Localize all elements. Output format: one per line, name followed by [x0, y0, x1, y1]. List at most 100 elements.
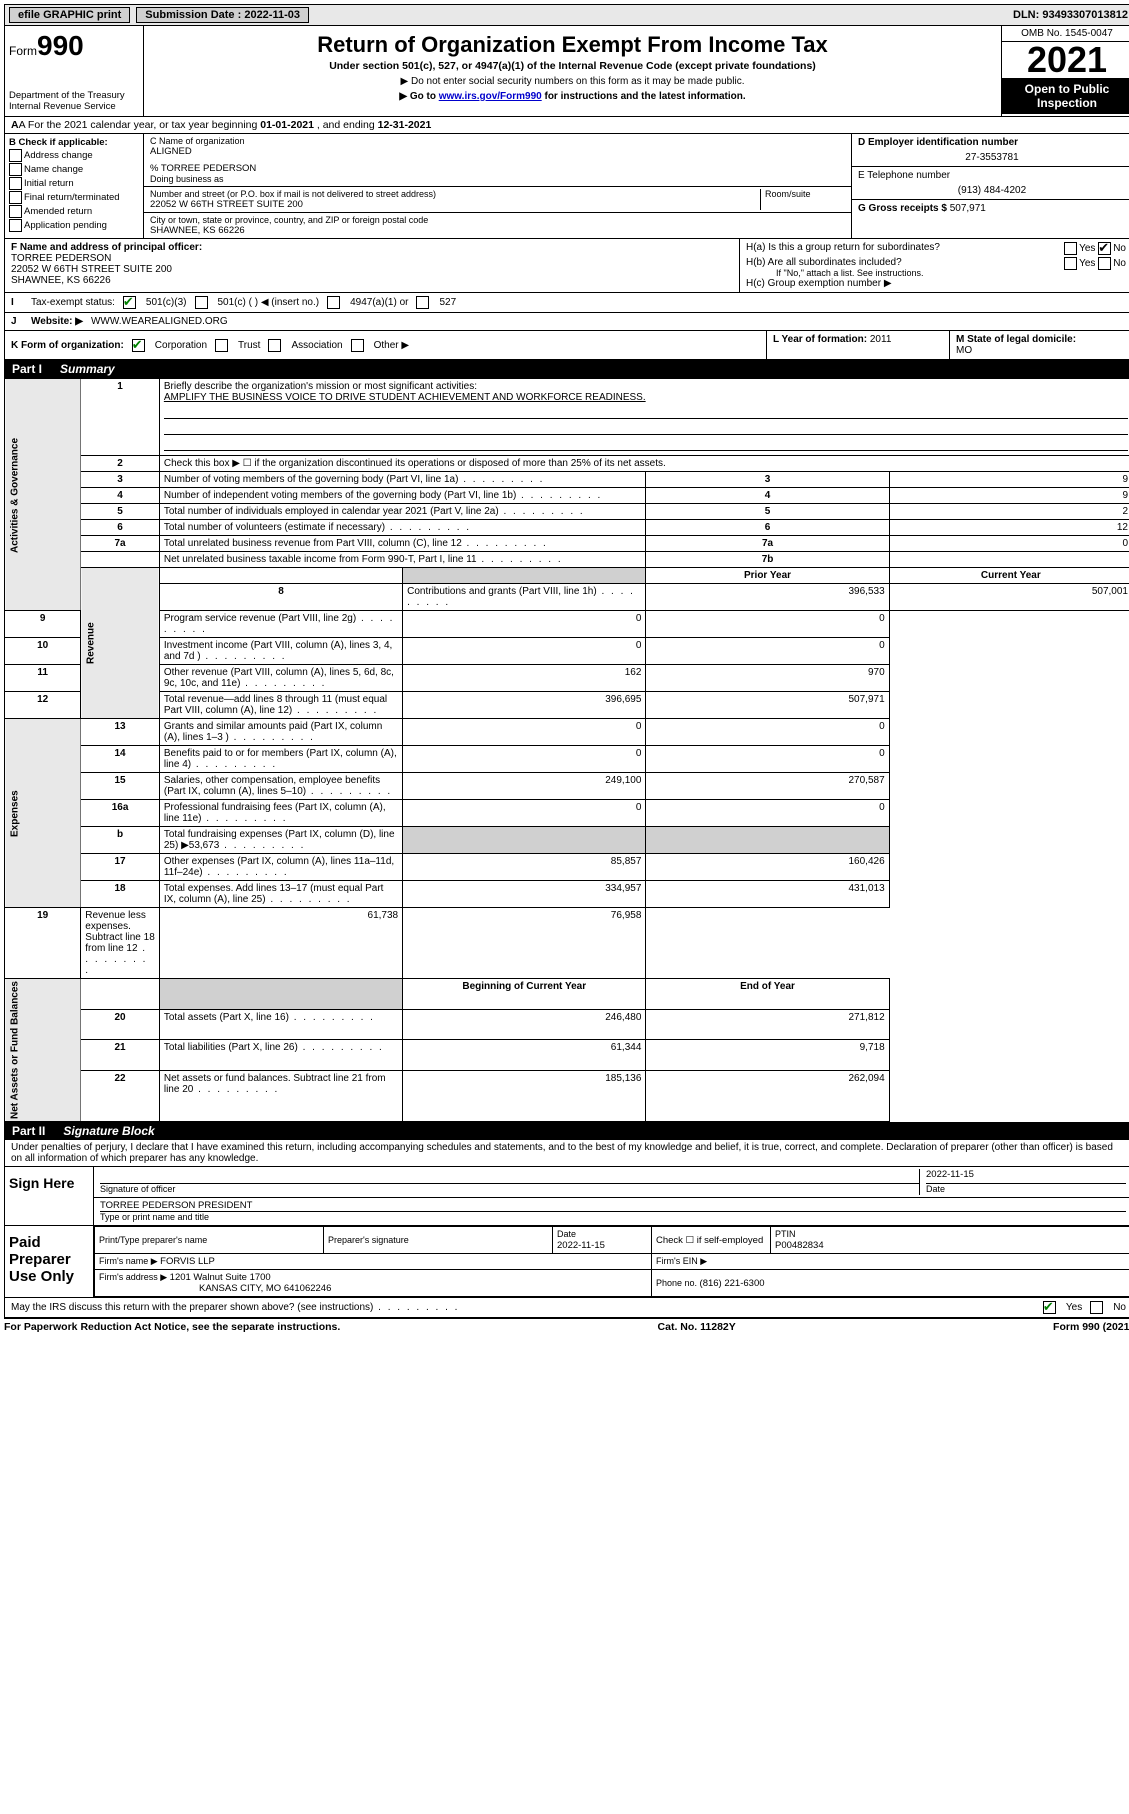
q1-label: Briefly describe the organization's miss… [164, 381, 477, 392]
chk-4947[interactable] [327, 296, 340, 309]
submission-date-label: Submission Date : [145, 9, 244, 21]
vlabel-expenses: Expenses [5, 719, 81, 908]
officer-name: TORREE PEDERSON [11, 253, 111, 264]
chk-501c3[interactable] [123, 296, 136, 309]
chk-501c[interactable] [195, 296, 208, 309]
phone-value: (913) 484-4202 [858, 185, 1126, 196]
firm-name: FORVIS LLP [160, 1256, 215, 1267]
ptin-value: P00482834 [775, 1240, 824, 1251]
prep-date-label: Date [557, 1229, 576, 1239]
chk-address-change[interactable]: Address change [9, 149, 139, 162]
discuss-no-checkbox[interactable] [1090, 1301, 1103, 1314]
table-row: Net unrelated business taxable income fr… [5, 552, 1129, 568]
sig-officer-label: Signature of officer [100, 1184, 175, 1194]
ha-label: H(a) Is this a group return for subordin… [746, 242, 940, 253]
row-i-tax-status: I Tax-exempt status: 501(c)(3) 501(c) ( … [4, 293, 1129, 313]
chk-association[interactable] [268, 339, 281, 352]
table-row: 21Total liabilities (Part X, line 26)61,… [5, 1040, 1129, 1071]
form-subtitle: Under section 501(c), 527, or 4947(a)(1)… [152, 60, 993, 72]
chk-527[interactable] [416, 296, 429, 309]
chk-amended[interactable]: Amended return [9, 205, 139, 218]
state-domicile-label: M State of legal domicile: [956, 334, 1076, 345]
hb-yes-checkbox[interactable] [1064, 257, 1077, 270]
chk-name-change[interactable]: Name change [9, 163, 139, 176]
form-title: Return of Organization Exempt From Incom… [152, 32, 993, 58]
discuss-yes-checkbox[interactable] [1043, 1301, 1056, 1314]
part2-header: Part II Signature Block [4, 1122, 1129, 1140]
table-row: 15Salaries, other compensation, employee… [5, 773, 1129, 800]
firm-phone: (816) 221-6300 [700, 1278, 765, 1289]
gross-receipts-label: G Gross receipts $ [858, 203, 950, 214]
vlabel-netassets: Net Assets or Fund Balances [5, 979, 81, 1122]
table-row: 6Total number of volunteers (estimate if… [5, 520, 1129, 536]
officer-addr1: 22052 W 66TH STREET SUITE 200 [11, 264, 172, 275]
part2-title: Signature Block [63, 1124, 154, 1138]
efile-print-button[interactable]: efile GRAPHIC print [9, 7, 130, 23]
discuss-question: May the IRS discuss this return with the… [11, 1302, 1035, 1313]
street-label: Number and street (or P.O. box if mail i… [150, 189, 760, 199]
hc-label: H(c) Group exemption number ▶ [746, 278, 1126, 289]
table-row: 7aTotal unrelated business revenue from … [5, 536, 1129, 552]
open-inspection-badge: Open to Public Inspection [1002, 78, 1129, 114]
chk-other[interactable] [351, 339, 364, 352]
paid-preparer-block: Paid Preparer Use Only Print/Type prepar… [4, 1226, 1129, 1298]
row-a-tax-year: AA For the 2021 calendar year, or tax ye… [4, 117, 1129, 134]
org-name: ALIGNED [150, 146, 845, 157]
part1-header: Part I Summary [4, 360, 1129, 378]
website-value: WWW.WEAREALIGNED.ORG [91, 316, 228, 327]
tax-year: 2021 [1002, 42, 1129, 78]
officer-label: F Name and address of principal officer: [11, 242, 202, 253]
section-b-header: B Check if applicable: [9, 137, 139, 148]
form-note-ssn: ▶ Do not enter social security numbers o… [152, 76, 993, 87]
org-street: 22052 W 66TH STREET SUITE 200 [150, 199, 760, 210]
dln-value: 93493307013812 [1042, 9, 1128, 21]
part1-name: Part I [12, 362, 42, 376]
form-prefix: Form [9, 44, 37, 58]
form-header: Form990 Department of the Treasury Inter… [4, 26, 1129, 117]
chk-initial-return[interactable]: Initial return [9, 177, 139, 190]
row-klm: K Form of organization: Corporation Trus… [4, 331, 1129, 360]
summary-table: Activities & Governance 1 Briefly descri… [4, 378, 1129, 1122]
page-footer: For Paperwork Reduction Act Notice, see … [4, 1318, 1129, 1333]
hb-no-checkbox[interactable] [1098, 257, 1111, 270]
section-c-name-address: C Name of organization ALIGNED % TORREE … [144, 134, 851, 238]
section-f-officer: F Name and address of principal officer:… [5, 239, 740, 292]
note2-post: for instructions and the latest informat… [542, 91, 746, 102]
firm-addr-label: Firm's address ▶ [99, 1272, 170, 1282]
chk-trust[interactable] [215, 339, 228, 352]
ein-value: 27-3553781 [858, 152, 1126, 163]
chk-app-pending[interactable]: Application pending [9, 219, 139, 232]
col-begin-year: Beginning of Current Year [403, 979, 646, 1010]
q1-answer: AMPLIFY THE BUSINESS VOICE TO DRIVE STUD… [164, 392, 646, 403]
table-row: 9Program service revenue (Part VIII, lin… [5, 611, 1129, 638]
table-row: bTotal fundraising expenses (Part IX, co… [5, 827, 1129, 854]
chk-final-return[interactable]: Final return/terminated [9, 191, 139, 204]
table-row: 12Total revenue—add lines 8 through 11 (… [5, 692, 1129, 719]
sig-date-value: 2022-11-15 [926, 1169, 1126, 1184]
firm-addr1: 1201 Walnut Suite 1700 [170, 1272, 271, 1283]
form-number-box: Form990 Department of the Treasury Inter… [5, 26, 144, 116]
col-end-year: End of Year [646, 979, 889, 1010]
hb-label: H(b) Are all subordinates included? [746, 257, 902, 268]
tax-status-label: Tax-exempt status: [31, 297, 115, 308]
ha-no-checkbox[interactable] [1098, 242, 1111, 255]
row-a-end: 12-31-2021 [378, 119, 432, 131]
form-note-link: ▶ Go to www.irs.gov/Form990 for instruct… [152, 91, 993, 102]
sig-date-label: Date [926, 1184, 945, 1194]
part2-name: Part II [12, 1124, 45, 1138]
row-j-website: J Website: ▶ WWW.WEAREALIGNED.ORG [4, 313, 1129, 331]
phone-label: E Telephone number [858, 170, 950, 181]
perjury-statement: Under penalties of perjury, I declare th… [4, 1140, 1129, 1167]
ha-yes-checkbox[interactable] [1064, 242, 1077, 255]
part1-title: Summary [60, 362, 115, 376]
irs-link[interactable]: www.irs.gov/Form990 [439, 91, 542, 102]
table-row: 3Number of voting members of the governi… [5, 472, 1129, 488]
row-f-h: F Name and address of principal officer:… [4, 239, 1129, 293]
table-row: 22Net assets or fund balances. Subtract … [5, 1070, 1129, 1122]
submission-date-value: 2022-11-03 [244, 9, 300, 21]
chk-corporation[interactable] [132, 339, 145, 352]
prep-sig-label: Preparer's signature [328, 1235, 409, 1245]
header-right-box: OMB No. 1545-0047 2021 Open to Public In… [1001, 26, 1129, 116]
efile-topbar: efile GRAPHIC print Submission Date : 20… [4, 4, 1129, 26]
row-a-mid: , and ending [314, 119, 378, 131]
